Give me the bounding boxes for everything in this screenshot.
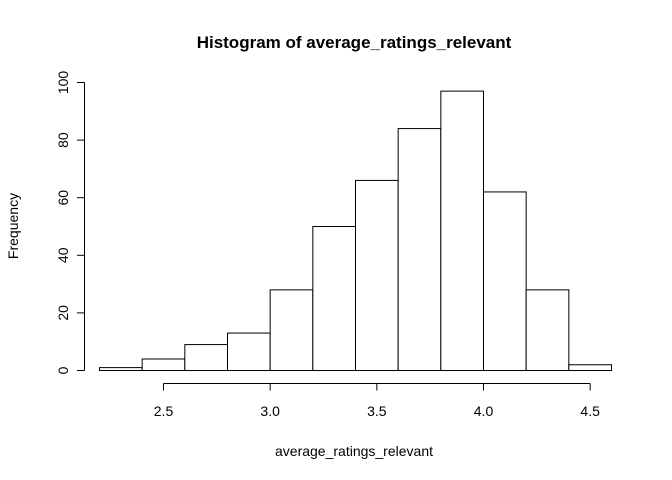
y-axis-label: Frequency	[5, 193, 21, 259]
x-axis: 2.5 3.0 3.5 4.0 4.5	[154, 383, 600, 419]
histogram-bar-8	[440, 90, 485, 371]
histogram-bar-7	[397, 128, 442, 371]
histogram-bar-2	[184, 344, 228, 371]
x-tick-label: 3.0	[260, 403, 280, 419]
y-ticks: 0 20 40 60 80 100	[55, 71, 85, 374]
histogram-bar-5	[312, 226, 357, 371]
y-tick-label: 40	[55, 247, 71, 263]
y-tick-label: 80	[55, 132, 71, 148]
y-axis: 0 20 40 60 80 100	[55, 71, 85, 374]
x-tick-label: 3.5	[367, 403, 387, 419]
histogram-bar-6	[355, 179, 399, 371]
histogram-bar-9	[483, 191, 527, 371]
chart-title: Histogram of average_ratings_relevant	[197, 33, 512, 52]
histogram-bar-10	[525, 289, 570, 371]
histogram-bar-4	[269, 289, 314, 371]
y-tick-label: 100	[55, 71, 71, 95]
x-tick-label: 4.5	[580, 403, 600, 419]
histogram-bar-11	[568, 364, 612, 371]
y-tick-label: 20	[55, 305, 71, 321]
x-tick-label: 4.0	[474, 403, 494, 419]
y-tick-label: 0	[55, 366, 71, 374]
y-tick-label: 60	[55, 190, 71, 206]
x-axis-label: average_ratings_relevant	[275, 443, 433, 459]
x-tick-label: 2.5	[154, 403, 174, 419]
histogram-bar-1	[141, 358, 186, 372]
histogram-bar-3	[227, 332, 271, 371]
x-ticks: 2.5 3.0 3.5 4.0 4.5	[154, 383, 600, 419]
bars-group	[99, 90, 612, 372]
histogram-bar-0	[99, 367, 143, 371]
